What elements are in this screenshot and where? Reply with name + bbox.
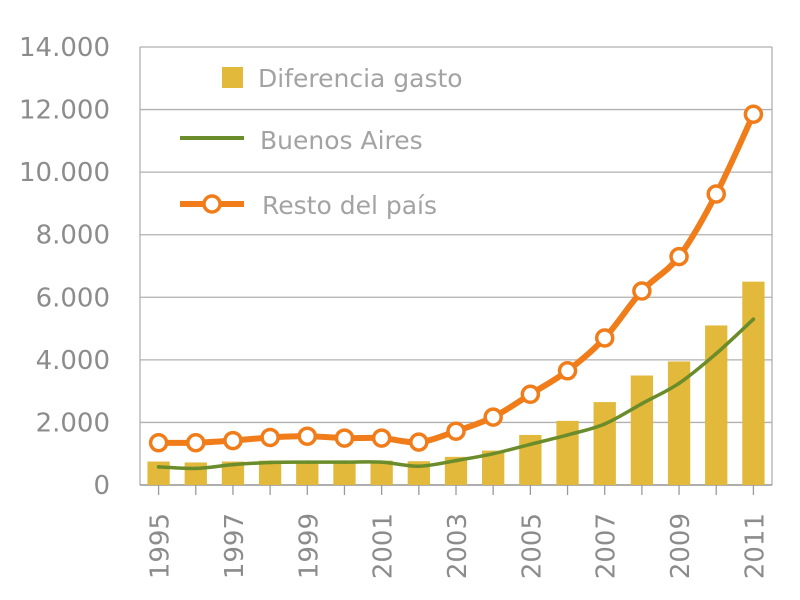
point-buenos-aires [491, 451, 495, 456]
marker-resto-del-pais [520, 384, 541, 405]
marker-resto-del-pais [632, 281, 652, 301]
bar-series [147, 281, 765, 485]
x-tick-label: 1999 [294, 513, 324, 579]
marker-resto-del-pais [557, 361, 578, 381]
y-tick-label: 4.000 [36, 346, 110, 376]
point-buenos-aires [714, 351, 719, 356]
bar-diferencia-gasto [593, 402, 616, 485]
bar-diferencia-gasto [370, 460, 393, 485]
y-axis-ticks: 0 2.000 4.000 6.000 8.000 10.000 12.000 14.000 [19, 33, 110, 501]
gridlines [139, 46, 773, 486]
x-tick-label: 1997 [220, 513, 250, 579]
point-buenos-aires [677, 381, 681, 386]
point-buenos-aires [305, 460, 310, 464]
x-tick-label: 2003 [443, 513, 473, 579]
bar-diferencia-gasto [705, 325, 728, 485]
bar-diferencia-gasto [296, 460, 319, 485]
point-buenos-aires [602, 422, 607, 426]
point-buenos-aires [751, 317, 756, 321]
point-buenos-aires [231, 462, 235, 467]
marker-resto-del-pais [334, 428, 355, 448]
y-tick-label: 14.000 [19, 33, 110, 63]
point-buenos-aires [417, 464, 421, 469]
marker-resto-del-pais [483, 407, 503, 427]
bar-diferencia-gasto [556, 420, 579, 485]
y-tick-label: 12.000 [19, 96, 110, 126]
marker-resto-del-pais [260, 427, 280, 448]
y-tick-label: 10.000 [19, 158, 110, 188]
x-tick-label: 2001 [369, 513, 399, 579]
marker-resto-del-pais [186, 433, 206, 453]
x-tick-label: 2011 [740, 513, 770, 579]
marker-resto-del-pais [743, 104, 764, 125]
x-tick-label: 2009 [666, 513, 696, 579]
y-tick-label: 6.000 [36, 283, 110, 313]
line-series [148, 104, 764, 471]
point-buenos-aires [268, 460, 272, 465]
marker-resto-del-pais [594, 328, 615, 348]
y-tick-label: 8.000 [36, 221, 110, 251]
point-buenos-aires [156, 465, 161, 469]
x-axis-ticks: 1995 1997 1999 2001 2003 2005 2007 2009 2011 [146, 485, 770, 579]
bar-diferencia-gasto [221, 461, 245, 485]
point-buenos-aires [454, 458, 458, 463]
point-buenos-aires [193, 466, 198, 471]
point-buenos-aires [528, 442, 533, 447]
marker-resto-del-pais [148, 433, 169, 453]
legend-label-diferencia-gasto: Diferencia gasto [258, 64, 463, 93]
bar-diferencia-gasto [742, 281, 765, 485]
marker-resto-del-pais [669, 246, 689, 267]
marker-resto-del-pais [223, 430, 243, 451]
legend-swatch-diferencia-gasto [222, 67, 243, 88]
bar-diferencia-gasto [667, 361, 691, 485]
legend-label-resto-del-pais: Resto del país [262, 191, 437, 220]
point-buenos-aires [565, 433, 570, 437]
legend-label-buenos-aires: Buenos Aires [260, 126, 423, 155]
y-tick-label: 2.000 [36, 408, 110, 438]
legend-marker-resto-del-pais [202, 194, 222, 214]
y-tick-label: 0 [93, 471, 110, 501]
point-buenos-aires [640, 401, 644, 406]
x-tick-label: 2007 [592, 513, 622, 579]
legend: Diferencia gasto Buenos Aires Resto del pa… [180, 64, 463, 220]
marker-resto-del-pais [371, 428, 392, 448]
line-buenos-aires [158, 317, 755, 471]
marker-resto-del-pais [409, 432, 429, 452]
marker-resto-del-pais [446, 421, 466, 441]
bar-diferencia-gasto [333, 460, 356, 485]
bar-diferencia-gasto [482, 450, 505, 485]
x-tick-label: 2005 [517, 513, 547, 579]
x-tick-label: 1995 [146, 513, 176, 579]
marker-resto-del-pais [297, 426, 318, 446]
bar-diferencia-gasto [184, 462, 207, 485]
point-buenos-aires [342, 460, 347, 464]
bar-diferencia-gasto [444, 456, 468, 485]
point-buenos-aires [379, 460, 384, 464]
bar-diferencia-gasto [258, 460, 282, 485]
marker-resto-del-pais [706, 184, 726, 204]
bar-diferencia-gasto [630, 375, 654, 485]
